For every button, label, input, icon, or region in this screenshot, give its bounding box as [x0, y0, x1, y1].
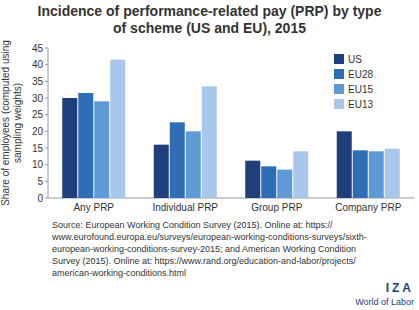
legend-swatch [334, 54, 344, 64]
logo-text: World of Labor [355, 297, 414, 307]
legend-swatch [334, 69, 344, 79]
source-line: www.eurofound.europa.eu/surveys/european… [51, 232, 367, 242]
x-tick-label: Individual PRP [152, 202, 218, 213]
y-tick-label: 10 [32, 159, 44, 170]
bar [245, 161, 260, 198]
y-axis [48, 48, 49, 198]
bar [202, 86, 217, 198]
y-tick [45, 131, 48, 132]
bars [62, 60, 400, 198]
y-tick-label: 35 [32, 76, 44, 87]
legend-swatch [334, 84, 344, 94]
y-tick-label: 0 [37, 193, 43, 204]
bar [154, 145, 169, 198]
source-line: Survey (2015). Online at: https://www.ra… [52, 256, 356, 266]
y-tick [45, 181, 48, 182]
legend-swatch [334, 99, 344, 109]
y-tick [45, 198, 48, 199]
title-line: Incidence of performance-related pay (PR… [38, 3, 382, 19]
legend-label: US [348, 54, 362, 65]
bar [369, 151, 384, 198]
y-axis-label-line: sampling weights) [12, 83, 23, 163]
chart: Incidence of performance-related pay (PR… [0, 0, 419, 310]
y-tick-label: 40 [32, 59, 44, 70]
legend-label: EU15 [348, 84, 373, 95]
bar [337, 131, 352, 198]
y-axis-label: Share of employees (computed usingsampli… [0, 40, 23, 206]
source-line: american-working-conditions.html [52, 268, 186, 278]
y-tick [45, 148, 48, 149]
x-tick-label: Group PRP [251, 202, 302, 213]
y-tick [45, 164, 48, 165]
legend-label: EU28 [348, 69, 373, 80]
legend-label: EU13 [348, 99, 373, 110]
y-tick-label: 30 [32, 93, 44, 104]
title: Incidence of performance-related pay (PR… [38, 3, 382, 36]
y-tick-label: 5 [37, 176, 43, 187]
y-tick-label: 20 [32, 126, 44, 137]
y-axis-label-line: Share of employees (computed using [0, 40, 11, 206]
bar [261, 166, 276, 198]
x-tick-label: Any PRP [73, 202, 114, 213]
bar [353, 150, 368, 198]
y-tick [45, 114, 48, 115]
bar [385, 149, 400, 198]
y-tick [45, 48, 48, 49]
source-line: Source: European Working Condition Surve… [52, 220, 333, 230]
bar [62, 98, 77, 198]
y-tick-label: 45 [32, 43, 44, 54]
y-tick [45, 64, 48, 65]
bar [78, 93, 93, 198]
y-tick-label: 15 [32, 143, 44, 154]
title-line: of scheme (US and EU), 2015 [113, 20, 306, 36]
bar [94, 101, 109, 198]
bar [186, 131, 201, 198]
logo-mark: IZA [386, 281, 414, 295]
y-tick [45, 98, 48, 99]
y-tick [45, 81, 48, 82]
bar [293, 151, 308, 198]
x-tick-label: Company PRP [335, 202, 401, 213]
bar [277, 170, 292, 198]
source-line: european-working-conditions-survey-2015;… [52, 244, 356, 254]
bar [110, 60, 125, 198]
y-tick-label: 25 [32, 109, 44, 120]
bar [170, 122, 185, 198]
